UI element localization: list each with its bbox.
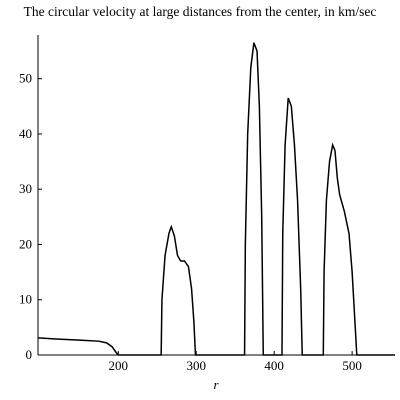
- y-tick-label: 40: [19, 126, 32, 141]
- x-axis-label: r: [213, 377, 219, 392]
- x-tick-label: 300: [186, 358, 206, 373]
- y-tick-label: 50: [19, 71, 32, 86]
- y-tick-label: 0: [26, 347, 33, 362]
- y-tick-label: 30: [19, 181, 32, 196]
- chart-title: The circular velocity at large distances…: [23, 4, 377, 19]
- y-tick-label: 20: [19, 236, 32, 251]
- x-tick-label: 200: [109, 358, 129, 373]
- line: [37, 42, 395, 356]
- x-tick-label: 500: [342, 358, 362, 373]
- x-tick-label: 400: [264, 358, 284, 373]
- y-tick-label: 10: [19, 292, 32, 307]
